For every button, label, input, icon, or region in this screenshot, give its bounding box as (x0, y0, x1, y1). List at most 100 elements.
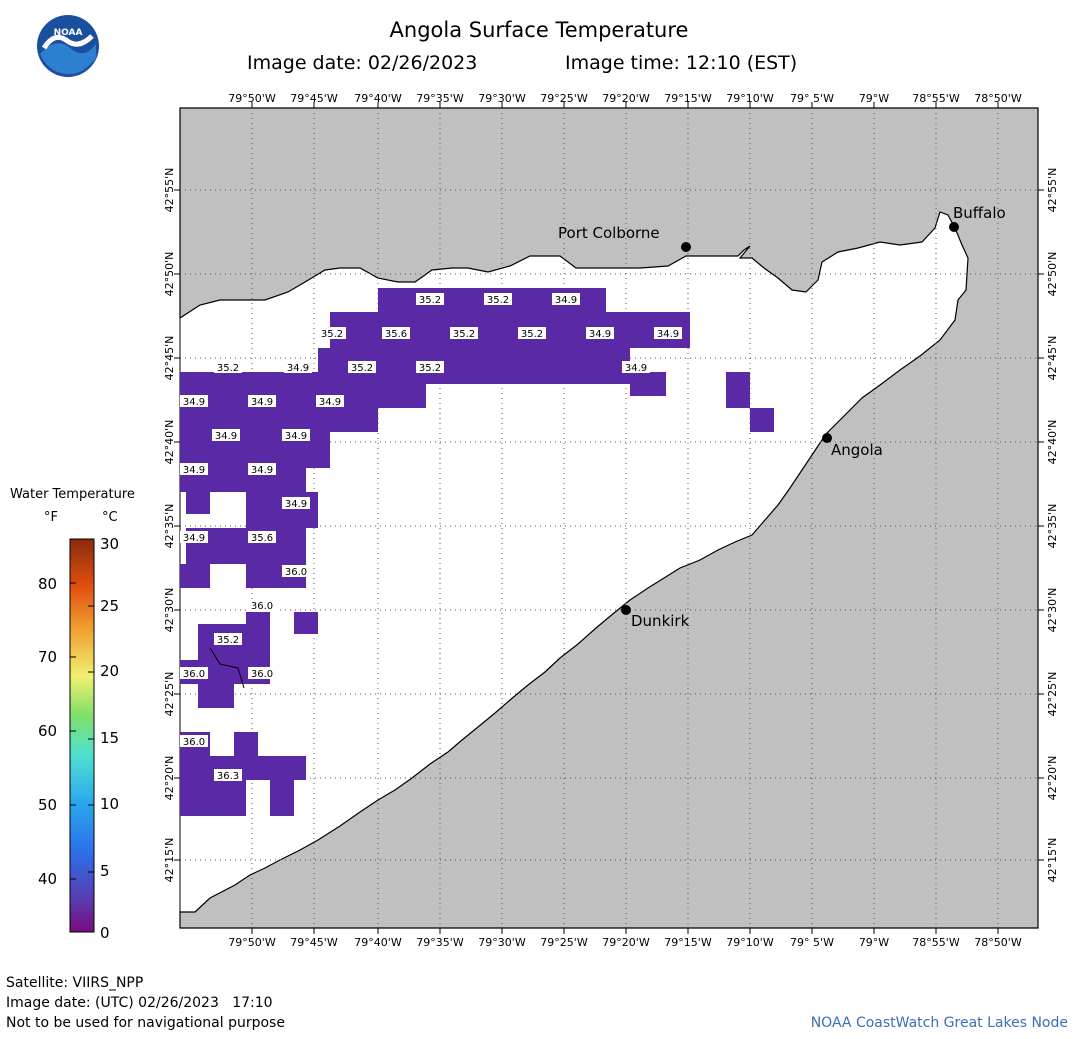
lon-tick-label: 79°10'W (726, 936, 774, 949)
temperature-cell (180, 756, 306, 780)
footer-satellite: Satellite: VIIRS_NPP (6, 975, 144, 991)
lon-tick-label: 79°50'W (228, 92, 276, 105)
temperature-cell (630, 372, 666, 396)
temperature-label: 34.9 (183, 465, 205, 476)
temperature-label-box (416, 293, 444, 305)
temperature-label-box (450, 327, 478, 339)
temperature-cell (522, 372, 558, 384)
temperature-label: 35.2 (419, 363, 441, 374)
temperature-label: 34.9 (657, 329, 679, 340)
temperature-label-box (622, 361, 650, 373)
lon-tick-label: 79° 5'W (790, 92, 834, 105)
legend-c-tick: 30 (100, 535, 120, 553)
temperature-cell (180, 408, 378, 432)
temperature-cell (596, 372, 620, 384)
temperature-label: 34.9 (287, 363, 309, 374)
lon-tick-label: 79°20'W (602, 92, 650, 105)
temperature-label-box (282, 429, 310, 441)
legend-c-tick: 25 (100, 597, 120, 615)
legend-f-tick: 70 (38, 648, 58, 666)
temperature-label-box (654, 327, 682, 339)
lon-tick-label: 78°55'W (912, 936, 960, 949)
lat-tick-label: 42°20'N (1046, 756, 1059, 801)
temperature-label: 34.9 (251, 465, 273, 476)
lat-tick-label: 42°40'N (1046, 420, 1059, 465)
lat-tick-label: 42°30'N (163, 588, 176, 633)
legend-c-tick: 20 (100, 662, 120, 680)
temperature-label: 34.9 (251, 397, 273, 408)
footer-disclaimer: Not to be used for navigational purpose (6, 1015, 285, 1031)
lon-tick-label: 79°45'W (290, 92, 338, 105)
temperature-label-box (180, 531, 208, 543)
city-label: Port Colborne (558, 224, 660, 242)
noaa-logo: NOAA (37, 15, 99, 77)
temperature-label-box (180, 735, 208, 747)
lat-tick-label: 42°50'N (163, 252, 176, 297)
temperature-cell (186, 492, 210, 514)
legend-unit-c: °C (102, 510, 118, 525)
legend-f-tick: 50 (38, 796, 58, 814)
temperature-label: 35.2 (217, 635, 239, 646)
lon-tick-label: 78°55'W (912, 92, 960, 105)
lon-tick-label: 79°W (859, 936, 889, 949)
temperature-label-box (382, 327, 410, 339)
temperature-label: 36.0 (183, 737, 205, 748)
temperature-label-box (248, 531, 276, 543)
temperature-label-box (586, 327, 614, 339)
temperature-label-box (248, 395, 276, 407)
lat-tick-label: 42°55'N (163, 168, 176, 213)
shoal-line (209, 647, 245, 689)
lon-tick-label: 79°10'W (726, 92, 774, 105)
temperature-label-box (212, 429, 240, 441)
temperature-label-box (214, 769, 242, 781)
temperature-label-box (552, 293, 580, 305)
city-marker (822, 433, 832, 443)
lon-tick-label: 79°W (859, 92, 889, 105)
lon-tick-label: 79°40'W (354, 936, 402, 949)
temperature-labels: 35.2 35.2 34.9 35.2 35.6 35.2 35.2 34.9 34.9 35.2… (180, 293, 682, 782)
city-port-colborne: Port Colborne (558, 224, 691, 252)
image-date: Image date: 02/26/2023 (247, 52, 478, 74)
temperature-label: 34.9 (183, 533, 205, 544)
lon-tick-label: 78°50'W (974, 92, 1022, 105)
temperature-label-box (284, 361, 312, 373)
legend-c-tick: 15 (100, 729, 120, 747)
temperature-label: 34.9 (183, 397, 205, 408)
legend-title: Water Temperature (10, 487, 135, 502)
lat-tick-label: 42°20'N (163, 756, 176, 801)
legend-c-tick: 10 (100, 795, 120, 813)
footer-utc-date: Image date: (UTC) 02/26/2023 17:10 (6, 995, 273, 1011)
temperature-label-box (282, 497, 310, 509)
temperature-label: 36.3 (217, 771, 239, 782)
temperature-label: 35.2 (321, 329, 343, 340)
lon-tick-label: 79°35'W (416, 936, 464, 949)
city-marker (681, 242, 691, 252)
lon-tick-label: 79°50'W (228, 936, 276, 949)
temperature-label: 34.9 (285, 499, 307, 510)
temperature-label: 34.9 (555, 295, 577, 306)
city-label: Angola (831, 441, 883, 459)
temperature-label: 35.2 (351, 363, 373, 374)
city-buffalo: Buffalo (949, 204, 1006, 232)
lat-tick-label: 42°50'N (1046, 252, 1059, 297)
temperature-label: 34.9 (625, 363, 647, 374)
temperature-cell (234, 732, 258, 756)
image-time: Image time: 12:10 (EST) (565, 52, 798, 74)
temperature-label-box (316, 395, 344, 407)
lon-tick-label: 78°50'W (974, 936, 1022, 949)
city-angola: Angola (822, 433, 883, 459)
lon-tick-label: 79°30'W (478, 936, 526, 949)
legend-c-tick: 5 (100, 862, 110, 880)
city-marker (949, 222, 959, 232)
temperature-cell (180, 780, 246, 816)
temperature-cell (198, 684, 234, 708)
temperature-label: 36.0 (285, 567, 307, 578)
temperature-label: 34.9 (215, 431, 237, 442)
legend-c-tick: 0 (100, 924, 110, 942)
temperature-label-box (518, 327, 546, 339)
temperature-label: 35.2 (217, 363, 239, 374)
temperature-label: 35.6 (251, 533, 273, 544)
temperature-label: 36.0 (251, 669, 273, 680)
temperature-label-box (416, 361, 444, 373)
